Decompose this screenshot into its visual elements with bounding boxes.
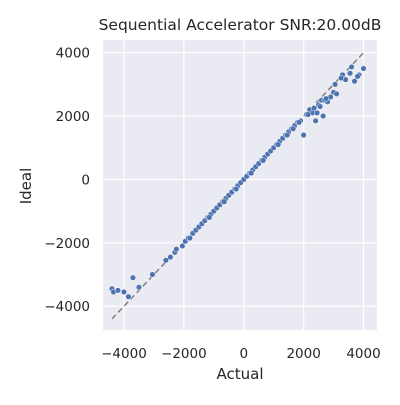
data-point	[320, 113, 327, 120]
y-axis-label: Ideal	[17, 168, 35, 205]
data-point	[173, 246, 180, 253]
data-point	[114, 287, 122, 294]
data-point	[206, 214, 213, 221]
data-point	[311, 105, 318, 112]
data-point	[167, 254, 174, 261]
y-tick-label: −2000	[44, 236, 90, 252]
data-point	[260, 157, 267, 164]
data-point	[296, 119, 303, 126]
data-point	[284, 132, 291, 139]
data-point	[233, 185, 240, 193]
y-axis-ticks: −4000 −2000 0 2000 4000	[44, 46, 90, 316]
y-tick-label: 0	[81, 172, 90, 188]
data-point	[360, 65, 367, 72]
data-point	[149, 271, 156, 278]
y-tick-label: 4000	[56, 46, 90, 62]
data-points	[108, 63, 367, 300]
data-point	[275, 141, 282, 148]
data-point	[348, 63, 355, 70]
data-point	[129, 274, 136, 281]
data-point	[332, 81, 339, 88]
data-point	[317, 103, 324, 110]
data-point	[186, 235, 193, 242]
data-point	[305, 111, 312, 118]
y-tick-label: −4000	[44, 299, 90, 315]
x-tick-label: −2000	[161, 346, 207, 362]
data-point	[248, 170, 255, 177]
data-point	[314, 109, 321, 116]
data-point	[179, 242, 186, 250]
y-tick-label: 2000	[56, 109, 90, 125]
data-point	[338, 74, 345, 82]
data-point	[351, 78, 358, 85]
data-point	[354, 73, 361, 80]
x-tick-label: −4000	[101, 346, 147, 362]
data-point	[333, 90, 340, 97]
data-point	[135, 284, 142, 291]
data-point	[290, 125, 297, 132]
data-point	[312, 117, 319, 124]
data-point	[300, 132, 307, 139]
x-tick-label: 2000	[286, 346, 320, 362]
x-axis-ticks: −4000 −2000 0 2000 4000	[101, 346, 381, 362]
data-point	[346, 70, 354, 77]
x-tick-label: 4000	[346, 346, 380, 362]
data-point	[162, 257, 169, 264]
x-axis-label: Actual	[217, 365, 264, 383]
data-point	[323, 95, 330, 102]
data-point	[125, 293, 132, 300]
chart-title: Sequential Accelerator SNR:20.00dB	[99, 16, 382, 34]
x-tick-label: 0	[239, 346, 248, 362]
data-point	[120, 288, 128, 296]
grid-lines	[103, 40, 377, 330]
data-point	[221, 198, 228, 205]
